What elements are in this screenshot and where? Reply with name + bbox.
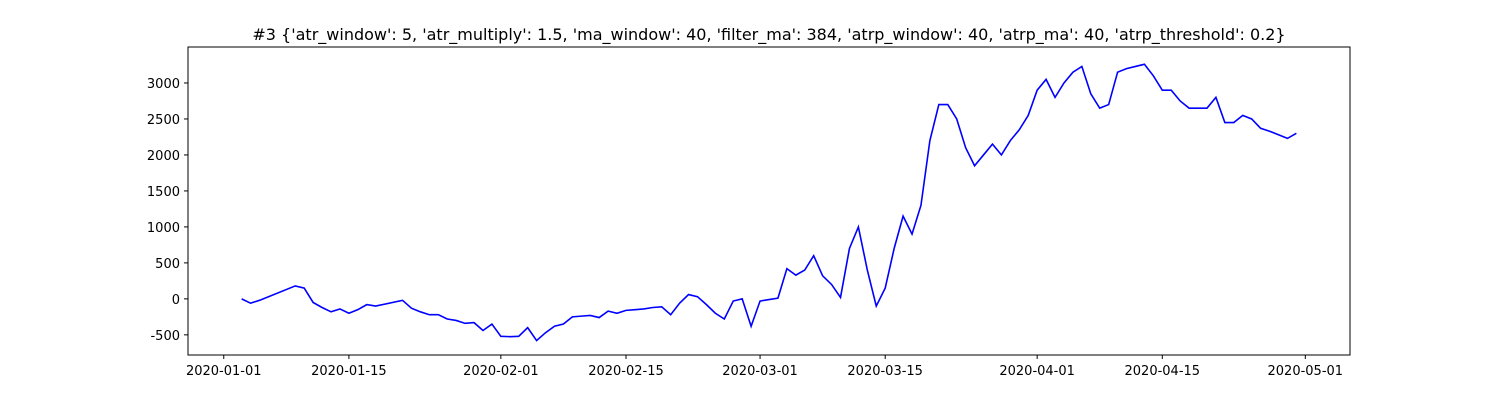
x-tick-label: 2020-04-15: [1125, 364, 1201, 379]
plot-frame: [187, 46, 1351, 356]
x-tick-label: 2020-05-01: [1268, 364, 1344, 379]
y-tick-label: -500: [150, 329, 180, 344]
x-tick-label: 2020-03-15: [847, 364, 923, 379]
y-tick-label: 500: [155, 257, 180, 272]
y-tick-label: 2500: [147, 113, 180, 128]
y-tick-label: 2000: [147, 149, 180, 164]
y-tick-label: 0: [172, 293, 180, 308]
line: [241, 63, 1297, 342]
y-tick-label: 1500: [147, 185, 180, 200]
x-tick-label: 2020-04-01: [999, 364, 1075, 379]
x-tick-label: 2020-03-01: [722, 364, 798, 379]
chart-title: #3 {'atr_window': 5, 'atr_multiply': 1.5…: [252, 25, 1285, 45]
y-tick-label: 1000: [147, 221, 180, 236]
x-tick-label: 2020-01-15: [311, 364, 387, 379]
x-tick-label: 2020-02-01: [463, 364, 539, 379]
x-tick-label: 2020-01-01: [186, 364, 262, 379]
y-tick-label: 3000: [147, 77, 180, 92]
x-tick-label: 2020-02-15: [588, 364, 664, 379]
